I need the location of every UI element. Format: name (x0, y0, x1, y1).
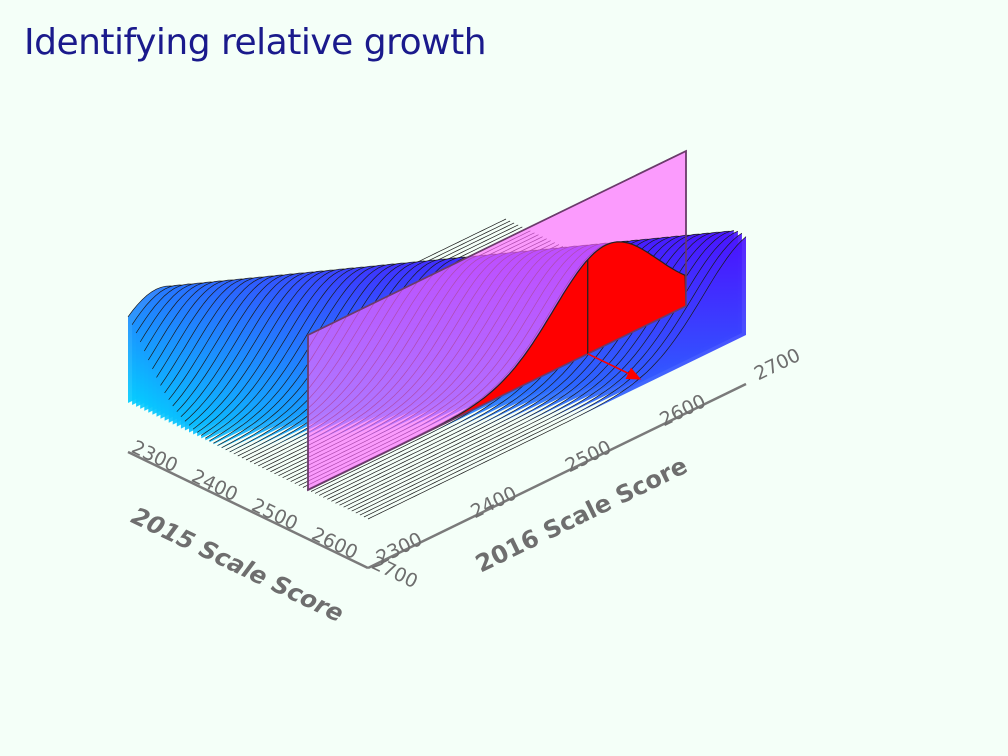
surface-grid-line (319, 238, 698, 496)
x-axis-title: 2015 Scale Score (127, 502, 348, 628)
surface-grid-line (327, 236, 706, 500)
axes-layer (127, 382, 747, 570)
y-tick-label: 2400 (467, 482, 520, 523)
x-tick-label: 2400 (188, 465, 241, 506)
slice-plane-edge (307, 149, 687, 492)
surface-ribbon (363, 232, 743, 518)
x-tick-label: 2300 (128, 436, 181, 477)
x-axis-line (127, 450, 369, 570)
y-tick-label: 2700 (751, 344, 804, 385)
percentile-arrow (587, 353, 642, 380)
surface-grid-line (363, 232, 743, 518)
y-tick-label: 2500 (562, 436, 615, 477)
x-tick-label: 2600 (308, 523, 361, 564)
x-tick-label: 2500 (248, 494, 301, 535)
surface-grid-line (367, 236, 747, 520)
slide-title: Identifying relative growth (24, 22, 487, 63)
y-tick-label: 2600 (656, 390, 709, 431)
y-axis-line (367, 382, 747, 570)
surface-ribbon (367, 236, 747, 520)
slice-curve-layer (307, 149, 687, 492)
surface-ribbon-fill (351, 231, 730, 512)
surface-grid-line (323, 237, 702, 498)
